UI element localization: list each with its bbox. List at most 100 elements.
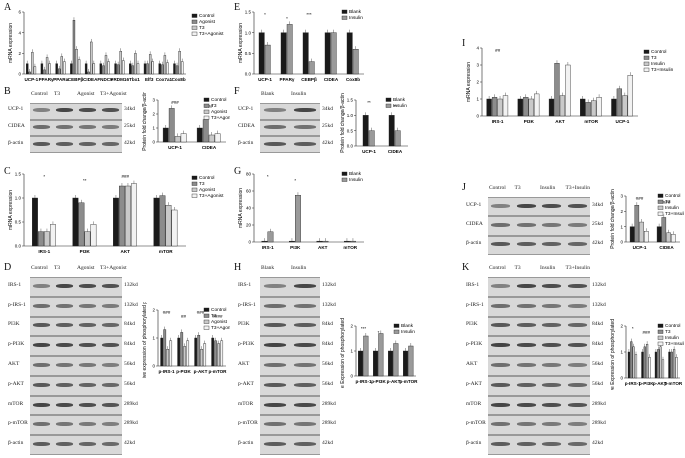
- molecular-weight-label: 42kd: [124, 139, 135, 146]
- blot-band: [491, 203, 511, 208]
- y-tick-label: 1.0: [245, 30, 252, 35]
- blot-band: [32, 343, 51, 348]
- bar-blank-pi3k: [289, 240, 295, 243]
- bar-agonist-ppar: [43, 69, 46, 75]
- blot-band: [293, 362, 317, 367]
- bar-blank-p-irs-1: [358, 350, 364, 377]
- lane-headers: Blank Insulin: [238, 90, 338, 100]
- bar-blank-p-pi3k: [373, 350, 379, 377]
- y-axis-label: Protein fold change/β-actin: [142, 92, 148, 151]
- blot-band: [491, 442, 511, 447]
- bar-control-p-mtor: [668, 351, 671, 379]
- legend-label-t3: T3: [651, 55, 657, 61]
- y-axis-label: Protein fold change/β-actin: [610, 189, 616, 249]
- molecular-weight-label: 56kd: [322, 380, 333, 387]
- bar-insulin-ucp-1: [368, 130, 375, 147]
- bar-t3-insulin-pi3k: [534, 93, 540, 117]
- legend-swatch-control: [203, 97, 210, 102]
- x-tick-label-ucp-1: UCP-1: [633, 245, 647, 250]
- blot-row-label: PI3K: [8, 321, 20, 328]
- blot-band: [263, 422, 287, 427]
- blot-row-actin: β-actin 42kd: [238, 434, 338, 455]
- legend-swatch-control: [657, 323, 664, 328]
- blot-strip: [30, 316, 122, 337]
- blot-row-label: p-PI3K: [238, 341, 255, 348]
- legend-label-t3: T3: [665, 329, 671, 335]
- bar-insulin-cidea: [666, 232, 671, 243]
- blot-strip: [488, 395, 590, 416]
- bar-t3-insulin-akt: [565, 64, 571, 117]
- blot-band: [542, 203, 562, 208]
- significance-mark: **: [367, 100, 371, 105]
- x-tick-label-cidea: CIDEA: [202, 145, 217, 150]
- lane-header-t3-agonist: T3+Agonist: [100, 265, 127, 271]
- y-tick-label: 2: [620, 324, 623, 329]
- blot-band: [491, 242, 511, 247]
- blot-band: [101, 283, 120, 288]
- blot-row-label: p-mTOR: [466, 420, 486, 427]
- x-tick-label-tbx1: Tbx1: [129, 77, 140, 82]
- panel-label-f: F: [234, 86, 240, 97]
- molecular-weight-label: 56kd: [124, 360, 135, 367]
- lane-headers: Control T3 Agonist T3+Agonist: [8, 264, 140, 274]
- bar-insulin-cox8b: [352, 49, 359, 75]
- blot-band: [32, 382, 51, 387]
- x-tick-label-p-irs-1: p-IRS-1: [625, 381, 642, 386]
- bar-t3-insulin-ucp-1: [627, 75, 633, 117]
- blot-band: [516, 203, 536, 208]
- molecular-weight-label: 84kd: [322, 321, 333, 328]
- bar-t3-agonist-cox8b: [181, 61, 184, 75]
- y-tick-label: 1.5: [15, 172, 22, 177]
- blot-row-label: p-IRS-1: [8, 301, 26, 308]
- blot-band: [263, 382, 287, 387]
- panel-label-k: K: [462, 262, 470, 273]
- significance-mark: *: [43, 174, 45, 179]
- blot-strip: [30, 336, 122, 357]
- bar-t3-insulin-irs-1: [502, 95, 509, 117]
- legend-label-insulin: Insulin: [393, 103, 407, 109]
- bar-t3-ucp-1: [616, 88, 623, 117]
- bar-t3-cebp: [75, 49, 78, 75]
- legend-label-t3-insulin: T3+Insulin: [665, 211, 684, 217]
- y-tick-label: 0.5: [15, 220, 22, 225]
- legend-swatch-agonist: [191, 19, 198, 24]
- bar-agonist-fndc5: [102, 65, 105, 75]
- blot-band: [78, 362, 97, 367]
- blot-row-label: PI3K: [238, 321, 250, 328]
- bar-control-p-pi3k: [177, 337, 181, 367]
- blot-strip: [260, 316, 320, 337]
- blot-row-label: p-IRS-1: [466, 301, 484, 308]
- bar-insulin-p-irs-1: [632, 346, 635, 379]
- bar-t3-pi3k: [78, 202, 85, 247]
- bar-insulin-p-irs-1: [363, 335, 369, 377]
- bar-t3-p-akt: [197, 335, 201, 367]
- legend-swatch-agonist: [203, 109, 210, 114]
- legend-swatch-insulin: [341, 15, 348, 20]
- lane-header-blank: Blank: [261, 265, 275, 271]
- blot-band: [293, 402, 317, 407]
- molecular-weight-label: 84kd: [322, 341, 333, 348]
- bar-t3-ucp-1: [634, 205, 640, 243]
- blot-band: [101, 323, 120, 328]
- legend-swatch-insulin: [393, 329, 400, 334]
- blot-strip: [260, 415, 320, 436]
- blot-row-label: CIDEA: [8, 122, 25, 129]
- panel-label-h: H: [234, 262, 242, 273]
- x-tick-label-p-irs-1: p-IRS-1: [355, 379, 372, 384]
- blot-band: [516, 283, 536, 288]
- blot-band: [78, 283, 97, 288]
- bar-t3-p-pi3k: [180, 332, 184, 367]
- lane-header-agonist: Agonist: [77, 91, 95, 97]
- blot-band: [263, 303, 287, 308]
- bar-control-ucp-1: [162, 127, 169, 143]
- blot-band: [32, 124, 51, 129]
- bar-control-pi3k: [72, 197, 79, 247]
- blot-row-pi3k: PI3K 84kd: [8, 316, 140, 337]
- bar-agonist-mtor: [165, 205, 172, 247]
- blot-row-label: p-mTOR: [8, 420, 28, 427]
- significance-mark: ####: [212, 314, 223, 319]
- blot-band: [55, 422, 74, 427]
- blot-band: [567, 303, 587, 308]
- bar-t3-agonist-pi3k: [90, 224, 97, 247]
